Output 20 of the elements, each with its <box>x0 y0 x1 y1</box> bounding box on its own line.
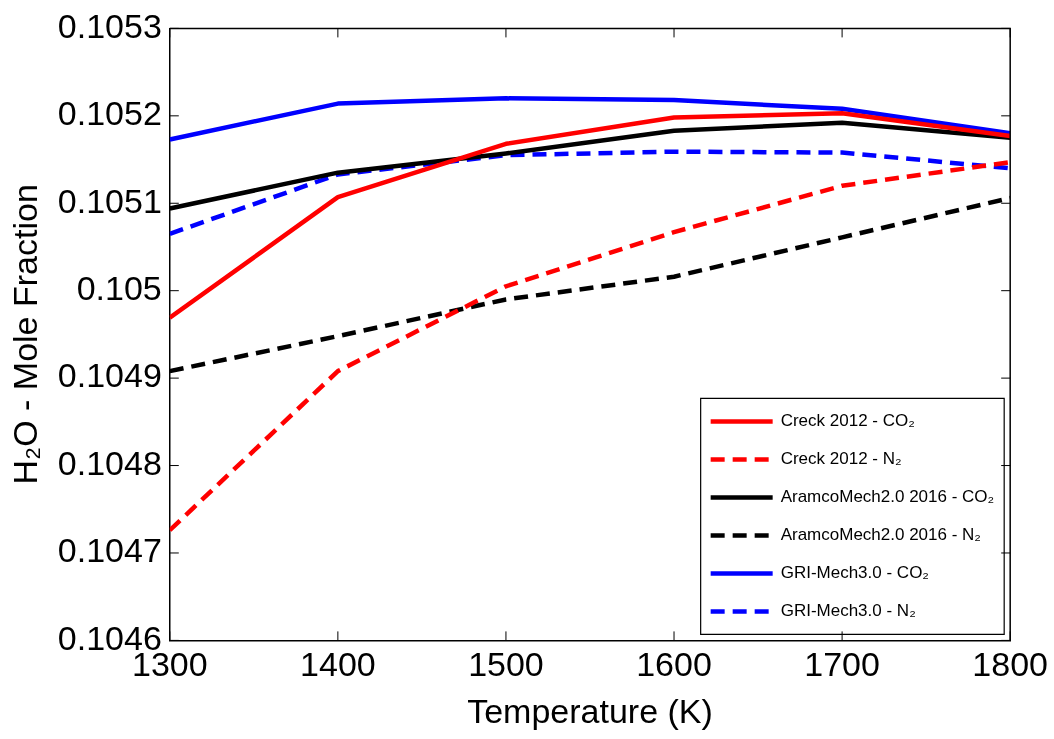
y-tick-label: 0.1049 <box>57 356 162 395</box>
y-axis-title: H₂O - Mole Fraction <box>5 184 44 485</box>
legend-label: Creck 2012 - CO₂ <box>780 411 915 431</box>
legend-label: AramcoMech2.0 2016 - CO₂ <box>780 487 995 507</box>
legend-label: Creck 2012 - N₂ <box>780 449 902 469</box>
y-tick-label: 0.1053 <box>57 6 162 45</box>
x-tick-label: 1400 <box>300 645 376 684</box>
x-tick-label: 1500 <box>468 645 544 684</box>
x-tick-label: 1600 <box>636 645 712 684</box>
legend-label: AramcoMech2.0 2016 - N₂ <box>780 525 981 545</box>
y-tick-label: 0.1052 <box>57 94 162 133</box>
y-tick-label: 0.1048 <box>57 443 162 482</box>
y-tick-label: 0.1047 <box>57 531 162 570</box>
x-axis-title: Temperature (K) <box>467 691 713 730</box>
legend-label: GRI-Mech3.0 - CO₂ <box>780 563 929 583</box>
x-tick-label: 1700 <box>804 645 880 684</box>
x-tick-label: 1800 <box>972 645 1048 684</box>
y-tick-label: 0.105 <box>76 269 162 308</box>
legend-label: GRI-Mech3.0 - N₂ <box>780 601 916 621</box>
y-tick-label: 0.1051 <box>57 181 162 220</box>
